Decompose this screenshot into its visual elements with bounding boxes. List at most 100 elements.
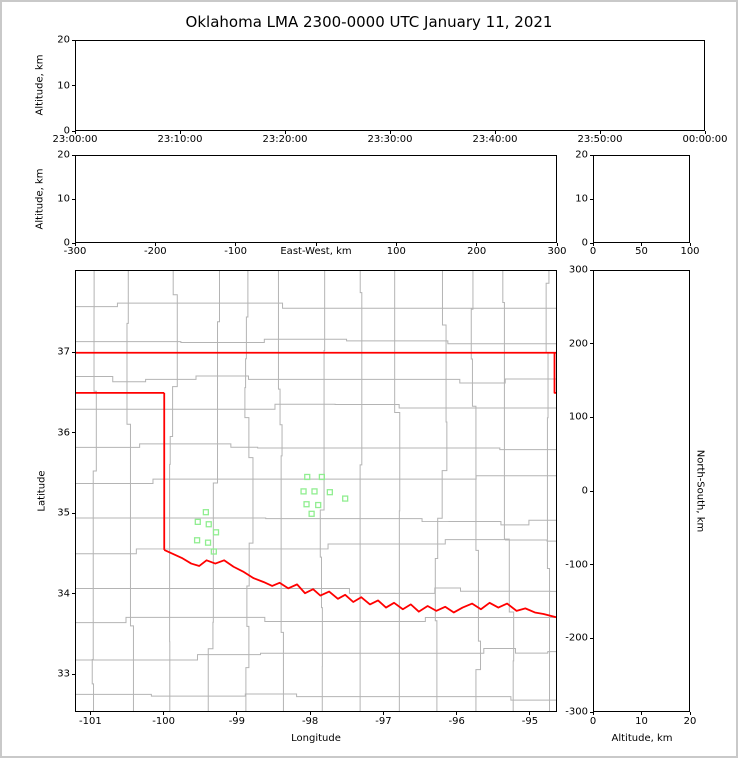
x-tick-label: 23:10:00 <box>157 134 203 145</box>
x-tick-label: -200 <box>143 246 167 257</box>
ew-height-xlabel: East-West, km <box>280 246 352 257</box>
lma-station-marker <box>205 521 212 528</box>
alt-histogram-panel <box>593 155 690 243</box>
lma-station-marker <box>194 518 201 525</box>
x-tick-label: 300 <box>547 246 567 257</box>
x-tick-label: 23:30:00 <box>367 134 413 145</box>
x-tick-mark <box>641 243 642 246</box>
y-tick-mark <box>590 198 593 200</box>
x-tick-mark <box>494 131 496 134</box>
x-tick-label: 200 <box>467 246 487 257</box>
x-tick-mark <box>89 712 91 715</box>
x-tick-label: 50 <box>635 246 648 257</box>
x-tick-mark <box>556 243 558 246</box>
x-tick-mark <box>315 243 317 246</box>
x-tick-mark <box>74 243 76 246</box>
y-tick-label: 0 <box>63 125 70 137</box>
lma-station-marker <box>210 548 217 555</box>
y-tick-label: 10 <box>57 193 70 205</box>
lma-station-marker <box>300 488 307 495</box>
state-border-segment <box>163 549 557 619</box>
y-tick-label: 20 <box>57 34 70 46</box>
x-tick-mark <box>704 131 706 134</box>
x-tick-mark <box>309 712 311 715</box>
x-tick-mark <box>74 131 76 134</box>
x-tick-label: 100 <box>386 246 406 257</box>
x-tick-label: -300 <box>63 246 87 257</box>
y-tick-label: -300 <box>565 706 588 718</box>
y-tick-label: 36 <box>57 427 70 439</box>
y-tick-mark <box>590 564 593 566</box>
x-tick-mark <box>236 712 238 715</box>
y-tick-mark <box>590 269 593 271</box>
lma-station-marker <box>342 495 349 502</box>
time-height-panel <box>75 40 705 131</box>
y-tick-mark <box>72 242 75 244</box>
lma-station-marker <box>202 509 209 516</box>
state-border-segment <box>553 352 571 394</box>
y-tick-label: 300 <box>568 264 588 276</box>
x-tick-mark <box>592 243 594 246</box>
ew-height-panel <box>75 155 557 243</box>
ns-height-xlabel: Altitude, km <box>611 733 673 744</box>
map-ylabel: Latitude <box>36 470 48 512</box>
lma-station-marker <box>311 488 318 495</box>
x-tick-label: 20 <box>683 716 697 727</box>
y-tick-label: 10 <box>57 80 70 91</box>
x-tick-label: 100 <box>680 246 700 257</box>
lma-station-marker <box>212 529 220 536</box>
lma-station-marker <box>326 489 333 496</box>
x-tick-label: -101 <box>79 716 102 727</box>
y-tick-mark <box>72 673 75 675</box>
y-tick-label: 0 <box>581 485 588 497</box>
x-tick-label: 0 <box>589 246 597 257</box>
x-tick-mark <box>395 243 397 246</box>
x-tick-label: -95 <box>521 716 539 727</box>
y-tick-mark <box>72 130 75 132</box>
y-tick-label: 0 <box>63 237 70 249</box>
y-tick-label: 100 <box>568 411 588 423</box>
x-tick-label: 00:00:00 <box>682 134 728 145</box>
x-tick-label: 23:50:00 <box>577 134 623 145</box>
time-height-ylabel: Altitude, km <box>34 54 46 116</box>
x-tick-mark <box>284 131 286 134</box>
y-tick-label: 35 <box>57 507 70 519</box>
y-tick-label: 0 <box>581 237 588 249</box>
y-tick-mark <box>590 637 593 639</box>
y-tick-label: 20 <box>575 149 588 161</box>
map-canvas <box>76 271 571 711</box>
x-tick-mark <box>163 712 165 715</box>
y-tick-label: 33 <box>57 668 70 680</box>
x-tick-mark <box>599 131 601 134</box>
x-tick-mark <box>179 131 181 134</box>
ew-height-ylabel: Altitude, km <box>34 168 46 230</box>
x-tick-label: -96 <box>448 716 465 727</box>
lma-station-marker <box>204 539 212 546</box>
x-tick-mark <box>476 243 478 246</box>
y-tick-mark <box>590 154 593 156</box>
x-tick-label: -97 <box>375 716 392 727</box>
y-tick-mark <box>72 432 75 434</box>
ns-height-ylabel: North-South, km <box>694 449 706 533</box>
y-tick-mark <box>72 593 75 595</box>
lma-station-marker <box>315 501 322 509</box>
x-tick-mark <box>456 712 458 715</box>
y-tick-mark <box>72 512 75 514</box>
y-tick-label: 200 <box>568 338 588 350</box>
y-tick-label: 20 <box>57 149 70 161</box>
x-tick-label: 23:40:00 <box>472 134 518 145</box>
lma-station-marker <box>318 473 326 481</box>
x-tick-mark <box>641 712 642 715</box>
x-tick-mark <box>529 712 531 715</box>
x-tick-mark <box>235 243 237 246</box>
x-tick-mark <box>389 131 391 134</box>
x-tick-label: 23:20:00 <box>262 134 308 145</box>
x-tick-mark <box>592 712 594 715</box>
y-tick-mark <box>590 343 593 345</box>
y-tick-mark <box>72 198 75 200</box>
x-tick-label: -100 <box>224 246 248 257</box>
map-panel <box>75 270 571 712</box>
y-tick-mark <box>72 85 75 86</box>
y-tick-mark <box>590 242 593 244</box>
